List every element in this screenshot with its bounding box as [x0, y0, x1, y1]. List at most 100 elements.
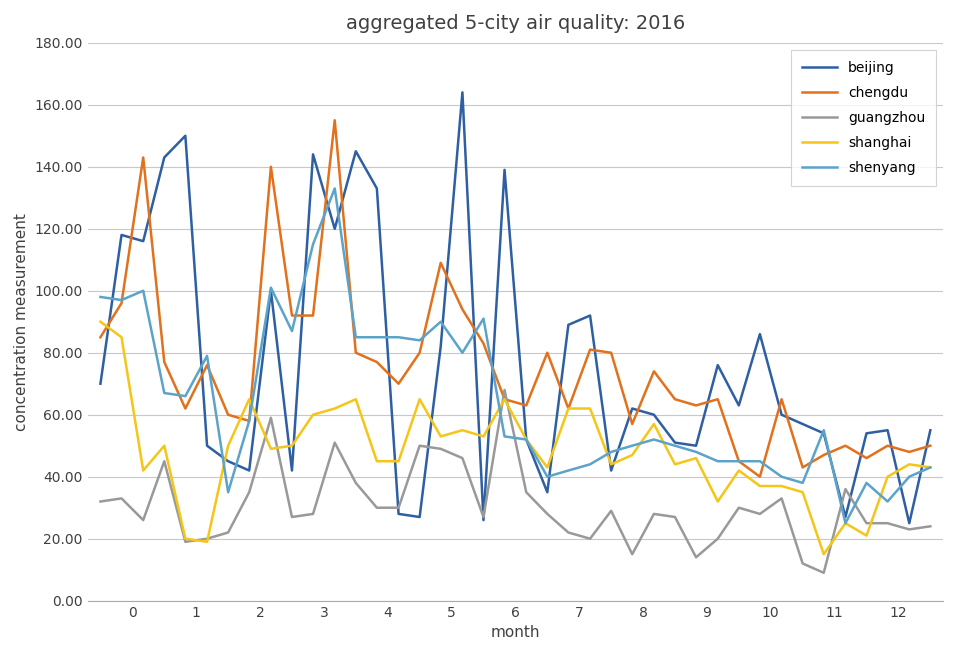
- shanghai: [307, 411, 319, 419]
- beijing: [329, 225, 341, 233]
- guangzhou: [180, 538, 191, 545]
- Line: chengdu: chengdu: [100, 120, 930, 477]
- guangzhou: [776, 494, 788, 502]
- guangzhou: [690, 553, 701, 561]
- beijing: [521, 436, 532, 443]
- chengdu: [754, 473, 766, 481]
- shanghai: [585, 405, 596, 413]
- chengdu: [201, 361, 212, 369]
- beijing: [95, 380, 106, 388]
- Line: shanghai: shanghai: [100, 322, 930, 554]
- beijing: [392, 510, 404, 518]
- shanghai: [903, 460, 915, 468]
- shenyang: [839, 519, 851, 527]
- guangzhou: [456, 454, 468, 462]
- beijing: [542, 489, 553, 496]
- chengdu: [669, 395, 680, 403]
- chengdu: [435, 259, 447, 267]
- shanghai: [435, 432, 447, 440]
- chengdu: [138, 154, 149, 162]
- shenyang: [754, 457, 766, 465]
- guangzhou: [95, 498, 106, 506]
- shenyang: [521, 436, 532, 443]
- chengdu: [606, 349, 617, 356]
- beijing: [860, 430, 872, 438]
- chengdu: [542, 349, 553, 356]
- chengdu: [860, 454, 872, 462]
- beijing: [307, 150, 319, 158]
- chengdu: [95, 334, 106, 341]
- shanghai: [754, 482, 766, 490]
- shanghai: [776, 482, 788, 490]
- shenyang: [733, 457, 745, 465]
- beijing: [456, 88, 468, 96]
- shenyang: [138, 287, 149, 295]
- shanghai: [499, 395, 510, 403]
- beijing: [690, 442, 701, 450]
- chengdu: [499, 395, 510, 403]
- shenyang: [286, 327, 298, 335]
- guangzhou: [712, 535, 723, 543]
- shanghai: [116, 334, 127, 341]
- beijing: [265, 287, 277, 295]
- guangzhou: [669, 513, 680, 521]
- chengdu: [456, 305, 468, 313]
- chengdu: [521, 402, 532, 409]
- beijing: [776, 411, 788, 419]
- chengdu: [881, 442, 893, 450]
- shenyang: [159, 389, 170, 397]
- chengdu: [350, 349, 362, 356]
- shanghai: [542, 464, 553, 472]
- beijing: [371, 184, 383, 192]
- chengdu: [159, 358, 170, 366]
- shanghai: [95, 318, 106, 326]
- shenyang: [329, 184, 341, 192]
- chengdu: [265, 163, 277, 171]
- shanghai: [563, 405, 574, 413]
- shanghai: [627, 451, 638, 459]
- chengdu: [413, 349, 425, 356]
- beijing: [413, 513, 425, 521]
- shenyang: [307, 240, 319, 248]
- shanghai: [924, 464, 936, 472]
- shanghai: [690, 454, 701, 462]
- guangzhou: [307, 510, 319, 518]
- guangzhou: [243, 489, 255, 496]
- chengdu: [776, 395, 788, 403]
- shenyang: [478, 315, 489, 322]
- guangzhou: [797, 560, 809, 568]
- shanghai: [606, 460, 617, 468]
- chengdu: [243, 417, 255, 425]
- Title: aggregated 5-city air quality: 2016: aggregated 5-city air quality: 2016: [345, 14, 685, 33]
- guangzhou: [924, 523, 936, 530]
- guangzhou: [606, 507, 617, 515]
- chengdu: [392, 380, 404, 388]
- chengdu: [585, 346, 596, 354]
- Line: guangzhou: guangzhou: [100, 390, 930, 573]
- chengdu: [733, 457, 745, 465]
- shanghai: [860, 532, 872, 540]
- shanghai: [881, 473, 893, 481]
- chengdu: [116, 300, 127, 307]
- shenyang: [690, 448, 701, 456]
- chengdu: [903, 448, 915, 456]
- guangzhou: [222, 528, 234, 536]
- shenyang: [456, 349, 468, 356]
- shenyang: [243, 417, 255, 425]
- guangzhou: [542, 510, 553, 518]
- chengdu: [329, 116, 341, 124]
- shenyang: [924, 464, 936, 472]
- guangzhou: [329, 439, 341, 447]
- chengdu: [180, 405, 191, 413]
- shanghai: [180, 535, 191, 543]
- beijing: [138, 237, 149, 245]
- guangzhou: [201, 535, 212, 543]
- beijing: [818, 430, 830, 438]
- shanghai: [478, 432, 489, 440]
- guangzhou: [818, 569, 830, 577]
- shenyang: [95, 293, 106, 301]
- guangzhou: [881, 519, 893, 527]
- Y-axis label: concentration measurement: concentration measurement: [14, 213, 29, 431]
- shanghai: [222, 442, 234, 450]
- guangzhou: [860, 519, 872, 527]
